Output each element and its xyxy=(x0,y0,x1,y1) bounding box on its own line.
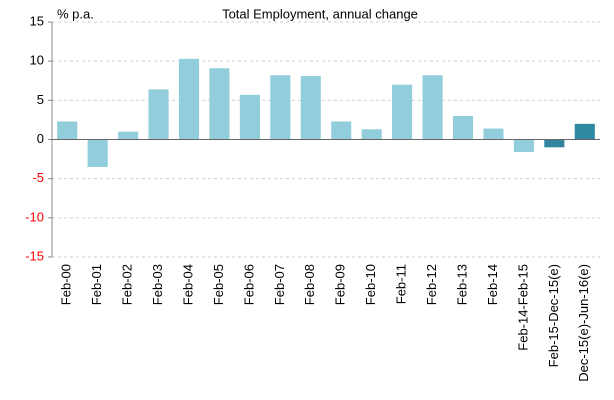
bar xyxy=(331,121,352,140)
y-tick-label: -10 xyxy=(25,209,44,224)
bar xyxy=(148,89,169,140)
x-tick-label: Feb-11 xyxy=(394,264,409,304)
x-tick-label: Feb-09 xyxy=(333,264,348,305)
x-tick-label: Feb-04 xyxy=(180,264,195,305)
bar xyxy=(544,139,565,148)
bar xyxy=(239,94,260,140)
bar xyxy=(452,116,474,140)
x-tick-label: Feb-10 xyxy=(363,264,378,305)
bar xyxy=(300,76,321,140)
x-tick-label: Feb-14 xyxy=(485,264,500,305)
bar xyxy=(118,131,139,140)
x-tick-label: Feb-05 xyxy=(211,264,226,305)
y-axis-label: % p.a. xyxy=(57,6,94,21)
bar xyxy=(178,58,200,140)
x-tick-label: Feb-08 xyxy=(302,264,317,305)
x-tick-label: Feb-13 xyxy=(454,264,469,305)
y-tick-label: 0 xyxy=(37,131,44,146)
chart-title: Total Employment, annual change xyxy=(222,6,418,21)
x-tick-label: Feb-03 xyxy=(150,264,165,305)
x-tick-label: Feb-14-Feb-15 xyxy=(515,264,530,351)
bar xyxy=(57,121,78,140)
bar xyxy=(574,123,595,140)
x-tick-label: Feb-15-Dec-15(e) xyxy=(546,264,561,367)
bar xyxy=(422,75,443,140)
y-tick-label: -15 xyxy=(25,248,44,263)
bar xyxy=(513,139,534,153)
bar xyxy=(483,128,504,140)
y-tick-label: -5 xyxy=(32,170,44,185)
x-tick-label: Feb-07 xyxy=(272,264,287,305)
x-tick-label: Feb-12 xyxy=(424,264,439,305)
x-tick-label: Feb-06 xyxy=(241,264,256,305)
bar xyxy=(87,139,108,167)
x-tick-label: Feb-00 xyxy=(59,264,74,305)
bar xyxy=(392,84,413,140)
x-tick-label: Feb-02 xyxy=(120,264,135,305)
x-tick-label: Feb-01 xyxy=(89,264,104,305)
y-tick-label: 15 xyxy=(30,13,44,28)
y-tick-label: 5 xyxy=(37,92,44,107)
bar xyxy=(209,68,230,140)
bar xyxy=(361,129,382,140)
x-tick-label: Dec-15(e)-Jun-16(e) xyxy=(576,264,591,382)
bar xyxy=(270,75,291,140)
y-tick-label: 10 xyxy=(30,53,44,68)
